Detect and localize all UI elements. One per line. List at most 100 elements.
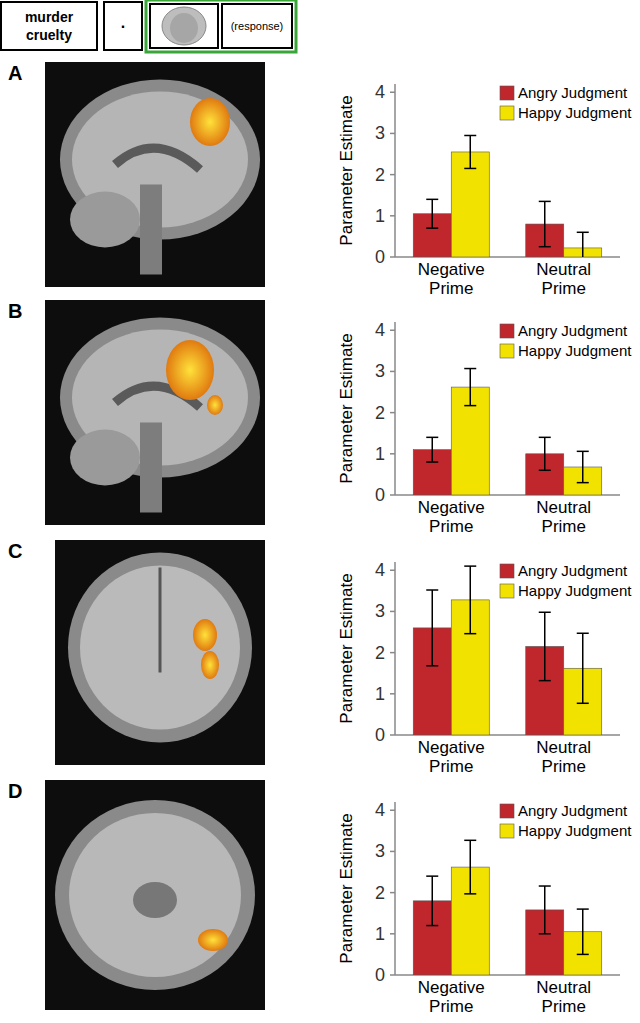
error-cap bbox=[464, 633, 476, 635]
y-axis bbox=[394, 802, 396, 975]
y-tick bbox=[390, 256, 395, 258]
y-tick-label: 1 bbox=[375, 444, 385, 464]
legend-label: Happy Judgment bbox=[518, 342, 632, 359]
corpus-callosum bbox=[115, 148, 200, 169]
x-tick-label: NeutralPrime bbox=[536, 738, 591, 776]
activation bbox=[201, 651, 219, 679]
error-bar bbox=[426, 590, 438, 666]
error-bar bbox=[426, 199, 438, 228]
activation bbox=[198, 929, 228, 951]
error-cap bbox=[426, 875, 438, 877]
error-cap bbox=[577, 482, 589, 484]
error-cap bbox=[426, 665, 438, 667]
x-tick-label: NegativePrime bbox=[418, 978, 485, 1016]
legend-swatch bbox=[500, 804, 514, 818]
cerebellum bbox=[70, 430, 140, 486]
y-tick bbox=[390, 933, 395, 935]
error-cap bbox=[577, 633, 589, 635]
y-tick-label: 2 bbox=[375, 883, 385, 903]
y-tick bbox=[390, 693, 395, 695]
y-tick bbox=[390, 453, 395, 455]
x-tick-label: NeutralPrime bbox=[536, 978, 591, 1016]
y-axis bbox=[394, 562, 396, 735]
error-stem bbox=[470, 369, 472, 406]
x-tick-label: NegativePrime bbox=[418, 498, 485, 536]
error-stem bbox=[582, 633, 584, 703]
y-tick-label: 3 bbox=[375, 841, 385, 861]
error-stem bbox=[432, 437, 434, 462]
legend: Angry Judgment Happy Judgment bbox=[500, 562, 632, 599]
y-tick bbox=[390, 652, 395, 654]
error-stem bbox=[432, 876, 434, 925]
error-bar bbox=[539, 201, 551, 246]
legend: Angry JudgmentHappy Judgment bbox=[500, 84, 632, 121]
error-cap bbox=[539, 246, 551, 248]
prime-box bbox=[1, 2, 97, 50]
y-tick bbox=[390, 329, 395, 331]
error-bar bbox=[426, 437, 438, 462]
bar bbox=[451, 152, 489, 257]
brain-background bbox=[45, 300, 265, 525]
y-tick-label: 0 bbox=[375, 965, 385, 985]
bars bbox=[413, 152, 602, 257]
y-tick-label: 0 bbox=[375, 725, 385, 745]
error-cap bbox=[539, 885, 551, 887]
error-cap bbox=[426, 589, 438, 591]
error-cap bbox=[539, 201, 551, 203]
face-shape bbox=[170, 13, 198, 43]
y-tick bbox=[390, 809, 395, 811]
brain-background bbox=[55, 540, 265, 765]
brain-tissue bbox=[69, 813, 241, 977]
y-tick bbox=[390, 91, 395, 93]
brain-tissue bbox=[80, 566, 240, 730]
figure: murdercruelty.(response)A01234Parameter … bbox=[0, 0, 640, 1023]
y-tick-label: 4 bbox=[375, 800, 385, 820]
brainstem bbox=[140, 423, 162, 513]
error-stem bbox=[544, 201, 546, 246]
midline bbox=[159, 568, 162, 673]
error-bar bbox=[539, 886, 551, 934]
legend-swatch bbox=[500, 584, 514, 598]
legend-label: Happy Judgment bbox=[518, 582, 632, 599]
y-tick bbox=[390, 174, 395, 176]
brain-image bbox=[55, 540, 265, 765]
prime-word: murder bbox=[25, 9, 74, 25]
error-cap bbox=[539, 933, 551, 935]
bar-chart: 01234Parameter EstimateNegativePrimeNeut… bbox=[337, 800, 632, 1016]
brain-background bbox=[45, 62, 265, 287]
fixation: . bbox=[121, 14, 125, 31]
legend-label: Happy Judgment bbox=[518, 822, 632, 839]
y-tick-label: 3 bbox=[375, 361, 385, 381]
activation bbox=[166, 340, 214, 400]
prime-word: cruelty bbox=[26, 27, 72, 43]
brain-background bbox=[45, 780, 265, 1010]
y-tick bbox=[390, 215, 395, 217]
y-tick-label: 4 bbox=[375, 560, 385, 580]
legend-swatch bbox=[500, 86, 514, 100]
error-cap bbox=[539, 680, 551, 682]
x-tick-label: NegativePrime bbox=[418, 738, 485, 776]
error-bar bbox=[577, 633, 589, 703]
brain-image bbox=[45, 62, 265, 287]
y-tick-label: 2 bbox=[375, 403, 385, 423]
brainstem bbox=[133, 882, 177, 918]
y-axis-label: Parameter Estimate bbox=[337, 95, 356, 245]
legend-swatch bbox=[500, 344, 514, 358]
legend: Angry JudgmentHappy Judgment bbox=[500, 322, 632, 359]
error-cap bbox=[577, 954, 589, 956]
cerebellum bbox=[70, 192, 140, 248]
highlight-frame bbox=[146, 0, 296, 52]
error-bars bbox=[426, 135, 589, 257]
y-tick bbox=[390, 611, 395, 613]
error-cap bbox=[577, 232, 589, 234]
fixation-box bbox=[104, 2, 142, 50]
response-label: (response) bbox=[231, 20, 284, 32]
legend-swatch bbox=[500, 564, 514, 578]
y-tick-label: 3 bbox=[375, 601, 385, 621]
y-tick bbox=[390, 133, 395, 135]
legend-label: Angry Judgment bbox=[518, 562, 628, 579]
error-cap bbox=[464, 565, 476, 567]
error-stem bbox=[582, 451, 584, 482]
error-stem bbox=[582, 232, 584, 257]
error-cap bbox=[464, 893, 476, 895]
